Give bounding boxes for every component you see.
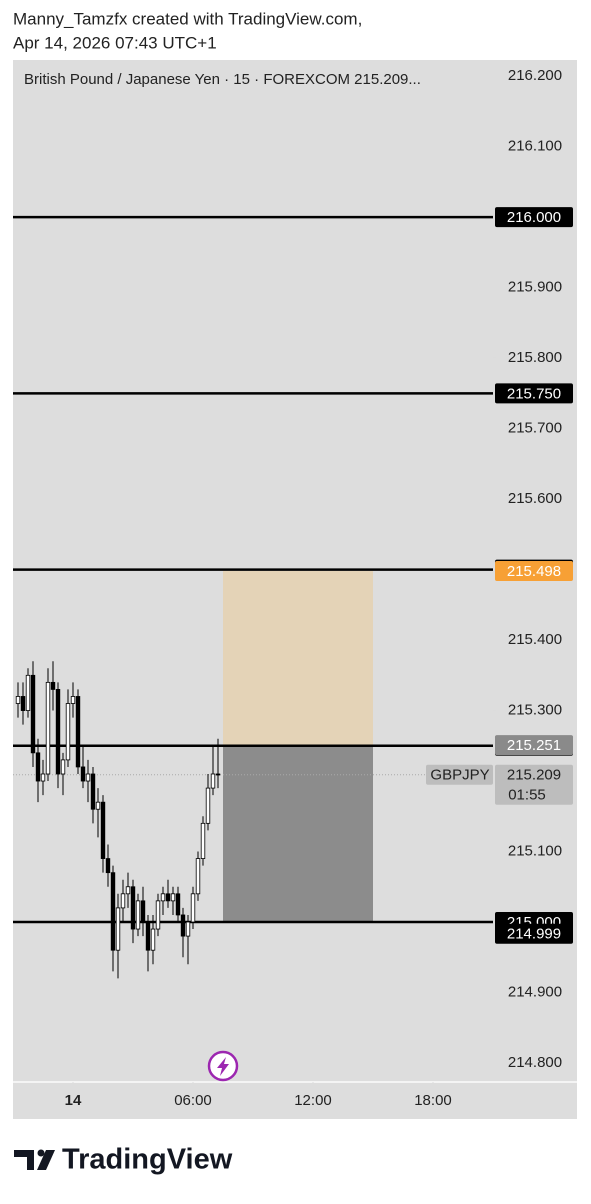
candle-body: [115, 907, 121, 951]
candle-body: [190, 893, 196, 923]
candle-body: [175, 893, 181, 916]
candle-body: [75, 696, 81, 768]
candle-body: [135, 900, 141, 930]
candle-body: [150, 928, 156, 951]
level-label-text: 215.750: [507, 385, 561, 402]
candle-body: [45, 681, 51, 775]
candle-body: [215, 773, 221, 776]
candle-body: [185, 921, 191, 937]
candle-body: [145, 921, 151, 951]
candle-body: [65, 703, 71, 761]
y-tick-label: 216.100: [508, 138, 562, 155]
candle-body: [165, 893, 171, 902]
candle-body: [200, 822, 206, 859]
x-tick-label: 06:00: [174, 1092, 212, 1109]
y-tick-label: 215.400: [508, 631, 562, 648]
level-label-box: [495, 383, 573, 404]
symbol-box: [426, 764, 493, 785]
date-line: Apr 14, 2026 07:43 UTC+1: [13, 33, 217, 52]
candle-body: [25, 674, 31, 711]
candle-body: [205, 787, 211, 824]
candle-body: [40, 773, 46, 782]
candle-body: [130, 886, 136, 930]
entry-label-text: 215.251: [507, 737, 561, 754]
candle-body: [80, 766, 86, 782]
y-tick-label: 215.300: [508, 702, 562, 719]
stop-zone: [223, 745, 373, 923]
symbol-text: GBPJPY: [430, 767, 489, 784]
plot: 214.800214.900215.000215.100215.200215.3…: [13, 67, 577, 1109]
candle-body: [60, 759, 66, 775]
level-label-text: 216.000: [507, 209, 561, 226]
candle-body: [195, 858, 201, 895]
candle-body: [35, 752, 41, 782]
target-zone: [223, 571, 373, 746]
candle-body: [95, 801, 101, 810]
candle-body: [120, 893, 126, 909]
last-price-text: 215.209: [507, 767, 561, 784]
y-tick-label: 214.900: [508, 983, 562, 1000]
candle-body: [170, 893, 176, 902]
candle-body: [55, 689, 61, 775]
candle-body: [105, 858, 111, 874]
alert-icon[interactable]: [207, 1050, 239, 1082]
y-tick-label: 215.900: [508, 279, 562, 296]
chart-title: British Pound / Japanese Yen · 15 · FORE…: [24, 71, 421, 88]
candle-body: [180, 914, 186, 937]
y-tick-label: 215.100: [508, 842, 562, 859]
stop-label-box: [495, 923, 573, 944]
candle-body: [20, 696, 26, 711]
candle-body: [50, 681, 56, 690]
target-label-box: [495, 561, 573, 581]
y-tick-label: 214.800: [508, 1054, 562, 1071]
entry-label-box: [495, 735, 573, 756]
candle-body: [140, 900, 146, 923]
candle-body: [155, 900, 161, 930]
stop-label-text: 214.999: [507, 926, 561, 943]
level-label-box: [495, 207, 573, 228]
author-line: Manny_Tamzfx created with TradingView.co…: [13, 9, 362, 28]
last-price-box: [495, 764, 573, 805]
brand-logo: [14, 1149, 55, 1170]
brand-name: TradingView: [62, 1144, 233, 1176]
candle-body: [15, 696, 21, 704]
candle-body: [110, 872, 116, 951]
candle-body: [160, 893, 166, 902]
candle-body: [30, 674, 36, 754]
y-tick-label: 215.600: [508, 490, 562, 507]
target-label-text: 215.498: [507, 563, 561, 580]
candle-body: [70, 696, 76, 704]
candle-body: [210, 773, 216, 789]
countdown-text: 01:55: [508, 787, 546, 804]
candle-body: [125, 886, 131, 895]
x-tick-label: 12:00: [294, 1092, 332, 1109]
y-tick-label: 215.800: [508, 349, 562, 366]
x-tick-label: 14: [65, 1092, 82, 1109]
candle-body: [85, 773, 91, 782]
x-tick-label: 18:00: [414, 1092, 452, 1109]
candle-body: [100, 801, 106, 859]
y-tick-label: 216.200: [508, 67, 562, 84]
y-tick-label: 215.700: [508, 420, 562, 437]
candle-body: [90, 773, 96, 810]
